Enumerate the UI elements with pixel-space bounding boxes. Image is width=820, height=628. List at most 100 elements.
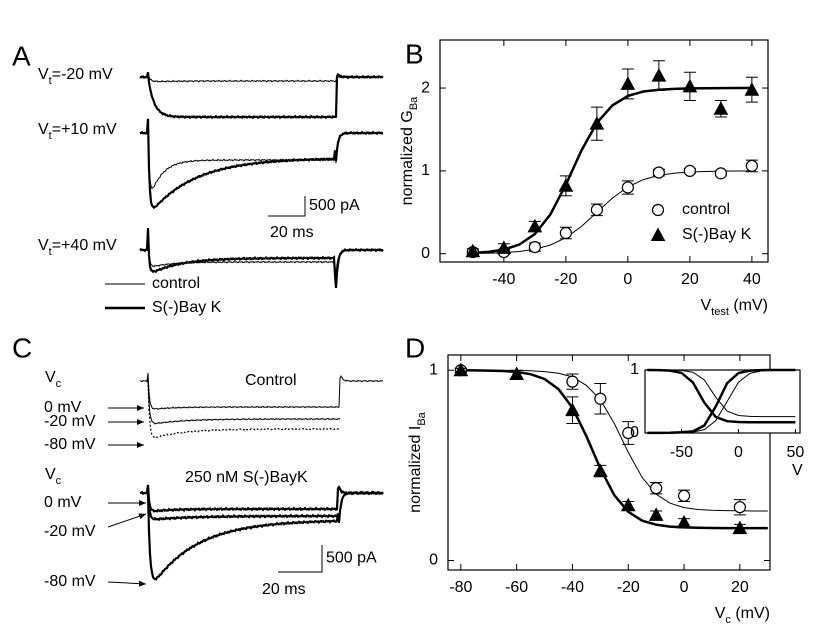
scale-current: 500 pA <box>326 550 377 567</box>
data-point <box>528 240 541 254</box>
y-tick-label: 0 <box>421 245 430 262</box>
x-tick-label: 0 <box>680 579 689 596</box>
data-point <box>683 164 696 177</box>
current-trace <box>139 373 384 411</box>
data-point <box>590 203 603 216</box>
scale-time: 20 ms <box>262 581 306 598</box>
level-label: -20 mV <box>44 413 96 430</box>
subscript: Ba <box>408 96 420 110</box>
inset-x-tick-label: -50 <box>670 444 693 461</box>
x-tick-label: -20 <box>617 579 640 596</box>
subscript: c <box>56 378 62 390</box>
data-point <box>558 178 574 192</box>
subscript: test <box>711 306 729 318</box>
y-axis-label: normalized GBa <box>399 96 420 205</box>
y-axis-label: normalized IBa <box>407 411 428 512</box>
subscript: Ba <box>416 411 428 425</box>
y-tick-label: 2 <box>421 79 430 96</box>
subscript: t <box>49 130 52 142</box>
panel-label: C <box>12 332 32 363</box>
current-trace <box>146 493 339 522</box>
data-point <box>650 482 663 495</box>
sweep-label: Vt=-20 mV <box>38 66 113 87</box>
data-point <box>620 497 636 512</box>
data-point <box>733 501 746 514</box>
text-part: (mV) <box>729 297 768 314</box>
current-trace <box>139 228 384 288</box>
data-point <box>676 514 692 529</box>
current-trace <box>139 71 384 120</box>
inset-x-tick-label: 0 <box>734 444 743 461</box>
panel-label: D <box>405 332 425 363</box>
data-point <box>566 375 579 388</box>
current-trace <box>147 380 341 425</box>
legend-label: S(-)Bay K <box>682 226 752 243</box>
legend-label: control <box>152 275 200 292</box>
legend-label: S(-)Bay K <box>152 299 222 316</box>
arrow <box>107 580 147 587</box>
data-point <box>648 507 664 521</box>
x-tick-label: 20 <box>681 271 699 288</box>
scale-current: 500 pA <box>309 197 360 214</box>
subscript: c <box>725 614 731 626</box>
y-tick-label: 1 <box>429 361 438 378</box>
text-part: V <box>715 605 726 622</box>
data-point <box>622 426 635 440</box>
text-part: V <box>38 66 49 83</box>
data-point <box>714 167 727 180</box>
data-point <box>589 116 605 130</box>
legend-label: control <box>682 201 730 218</box>
text-part: V <box>45 369 56 386</box>
panel-label: B <box>405 38 424 69</box>
current-trace <box>146 490 384 581</box>
plot-frame <box>447 354 771 571</box>
plot-frame <box>439 39 769 263</box>
inset-y-tick-label: 1 <box>630 361 639 378</box>
voltage-header: Vc <box>45 369 62 390</box>
inset-y-tick-label: 0 <box>630 424 639 441</box>
inset-curve <box>647 369 796 418</box>
sweep-label: Vt=+40 mV <box>38 237 117 258</box>
inset-curve <box>647 369 796 434</box>
subscript: t <box>49 246 52 258</box>
fit-curve <box>460 368 768 530</box>
group-title: 250 nM S(-)BayK <box>185 469 308 486</box>
legend-marker <box>650 227 666 241</box>
text-part: V <box>38 237 49 254</box>
data-point <box>713 101 729 115</box>
fit-curve <box>472 170 752 254</box>
inset-curve <box>647 368 796 424</box>
text-part: V <box>45 466 56 483</box>
data-point <box>620 76 636 90</box>
data-point <box>509 366 524 381</box>
data-point <box>593 463 608 478</box>
data-point <box>677 489 691 502</box>
x-tick-label: -20 <box>554 271 577 288</box>
level-label: 0 mV <box>44 399 82 416</box>
current-trace <box>139 484 384 513</box>
data-point <box>652 166 665 179</box>
scale-bar <box>278 545 323 573</box>
x-tick-label: 20 <box>731 579 749 596</box>
level-label: -20 mV <box>44 523 96 540</box>
arrow <box>107 513 147 528</box>
text-part: V <box>700 297 711 314</box>
text-part: =-20 mV <box>52 66 113 83</box>
scale-time: 20 ms <box>270 224 314 241</box>
panel-label: A <box>12 40 31 71</box>
data-point <box>745 159 758 173</box>
x-tick-label: 40 <box>743 271 761 288</box>
sweep-label: Vt=+10 mV <box>38 121 117 142</box>
y-tick-label: 0 <box>429 552 438 569</box>
text-part: (mV) <box>731 605 770 622</box>
legend-marker <box>651 203 665 217</box>
text-part: =+10 mV <box>52 121 117 138</box>
text-part: normalized G <box>399 110 416 205</box>
level-label: -80 mV <box>44 436 96 453</box>
x-axis-label: Vtest (mV) <box>700 297 768 318</box>
level-label: -80 mV <box>44 573 96 590</box>
x-tick-label: -80 <box>449 579 472 596</box>
x-axis-label: Vc (mV) <box>715 605 770 626</box>
inset-x-tick-label: 50 <box>787 444 805 461</box>
